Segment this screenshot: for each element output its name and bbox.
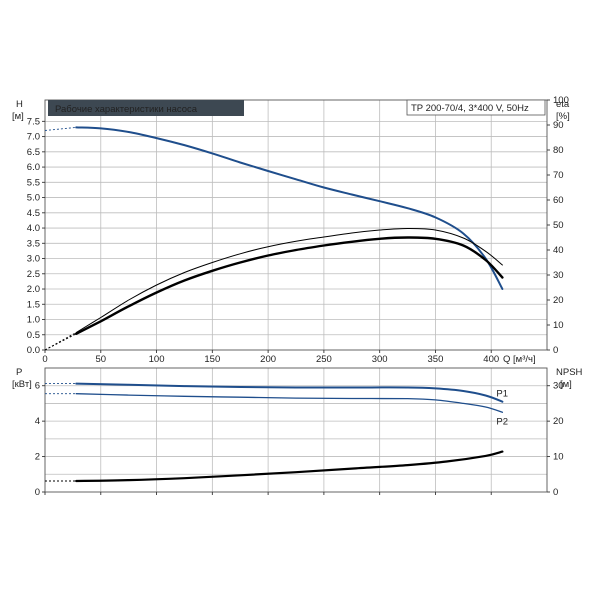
series-0-0-extrapolated-line xyxy=(44,126,77,131)
x-tick-label: 100 xyxy=(149,354,165,365)
y-right-tick-label: 40 xyxy=(553,245,564,256)
y-left-tick-label: 4.5 xyxy=(27,208,40,219)
y-right-tick-label: 100 xyxy=(553,95,569,106)
x-tick-label: 0 xyxy=(42,354,47,365)
chart-subtitle-box xyxy=(406,99,546,116)
y-left-tick-label: 2.5 xyxy=(27,269,40,280)
y-right-tick-label: 60 xyxy=(553,195,564,206)
y-right-tick-label: 50 xyxy=(553,220,564,231)
x-tick-label: 150 xyxy=(204,354,220,365)
plot-frame-bottom xyxy=(44,367,548,493)
y-left-tick-label: 1.0 xyxy=(27,315,40,326)
series-1-1-line xyxy=(75,393,504,413)
chart-title-box xyxy=(48,100,244,116)
series-0-0-line xyxy=(75,126,504,290)
y-left-tick-label: 4.0 xyxy=(27,223,40,234)
y-right-axis-unit: [м] xyxy=(560,379,572,390)
y-right-tick-label: 30 xyxy=(553,270,564,281)
y-right-tick-label: 0 xyxy=(553,487,558,498)
y-right-tick-label: 30 xyxy=(553,381,564,392)
y-left-tick-label: 6.5 xyxy=(27,147,40,158)
series-1-2-line xyxy=(75,450,504,483)
series-label-p1: P1 xyxy=(496,389,508,400)
y-right-axis-label: eta xyxy=(556,99,570,110)
y-left-axis-unit: [м] xyxy=(12,111,24,122)
x-tick-label: 350 xyxy=(428,354,444,365)
y-left-tick-label: 2.0 xyxy=(27,284,40,295)
series-0-2-extrapolated-line xyxy=(44,333,77,351)
y-right-tick-label: 0 xyxy=(553,345,558,356)
y-left-axis-unit: [кВт] xyxy=(12,379,32,390)
y-left-tick-label: 5.0 xyxy=(27,193,40,204)
y-right-tick-label: 20 xyxy=(553,295,564,306)
y-left-axis-label: H xyxy=(16,99,23,110)
y-right-tick-label: 70 xyxy=(553,170,564,181)
y-left-tick-label: 4 xyxy=(35,416,40,427)
series-0-1-line xyxy=(75,227,503,333)
y-right-tick-label: 90 xyxy=(553,120,564,131)
series-label-p2: P2 xyxy=(496,416,508,427)
y-left-tick-label: 3.5 xyxy=(27,238,40,249)
y-right-tick-label: 20 xyxy=(553,416,564,427)
y-left-tick-label: 7.0 xyxy=(27,132,40,143)
y-left-tick-label: 0 xyxy=(35,487,40,498)
y-left-tick-label: 6.0 xyxy=(27,162,40,173)
y-left-axis-label: P xyxy=(16,367,22,378)
x-tick-label: 200 xyxy=(260,354,276,365)
plot-frame-top xyxy=(44,99,548,351)
y-left-tick-label: 5.5 xyxy=(27,177,40,188)
chart-subtitle: TP 200-70/4, 3*400 V, 50Hz xyxy=(411,103,529,114)
y-left-tick-label: 0.5 xyxy=(27,330,40,341)
x-axis-label: Q [м³/ч] xyxy=(503,354,536,365)
y-left-tick-label: 7.5 xyxy=(27,116,40,127)
y-right-axis-label: NPSH xyxy=(556,367,583,378)
x-tick-label: 250 xyxy=(316,354,332,365)
y-right-axis-unit: [%] xyxy=(556,111,570,122)
x-tick-label: 50 xyxy=(95,354,106,365)
head-efficiency-panel: 0.0 0.5 1.0 1.5 2.0 2.5 3.0 3.5 4.0 4.5 5.0 5.5 6.0 6… xyxy=(12,95,570,365)
y-right-tick-label: 80 xyxy=(553,145,564,156)
y-right-tick-label: 10 xyxy=(553,320,564,331)
series-1-0-line xyxy=(75,382,504,403)
y-left-tick-label: 0.0 xyxy=(27,345,40,356)
y-left-tick-label: 3.0 xyxy=(27,254,40,265)
y-left-tick-label: 1.5 xyxy=(27,299,40,310)
chart-title: Рабочие характеристики насоса xyxy=(55,104,198,115)
series-0-2-line xyxy=(75,236,504,335)
x-tick-label: 300 xyxy=(372,354,388,365)
y-left-tick-label: 2 xyxy=(35,452,40,463)
y-left-tick-label: 6 xyxy=(35,381,40,392)
power-npsh-panel: 0 2 4 6 0 10 20 30 P[кВт] NPSH[м] P1 P2 xyxy=(12,367,583,498)
y-right-tick-label: 10 xyxy=(553,452,564,463)
x-tick-label: 400 xyxy=(483,354,499,365)
